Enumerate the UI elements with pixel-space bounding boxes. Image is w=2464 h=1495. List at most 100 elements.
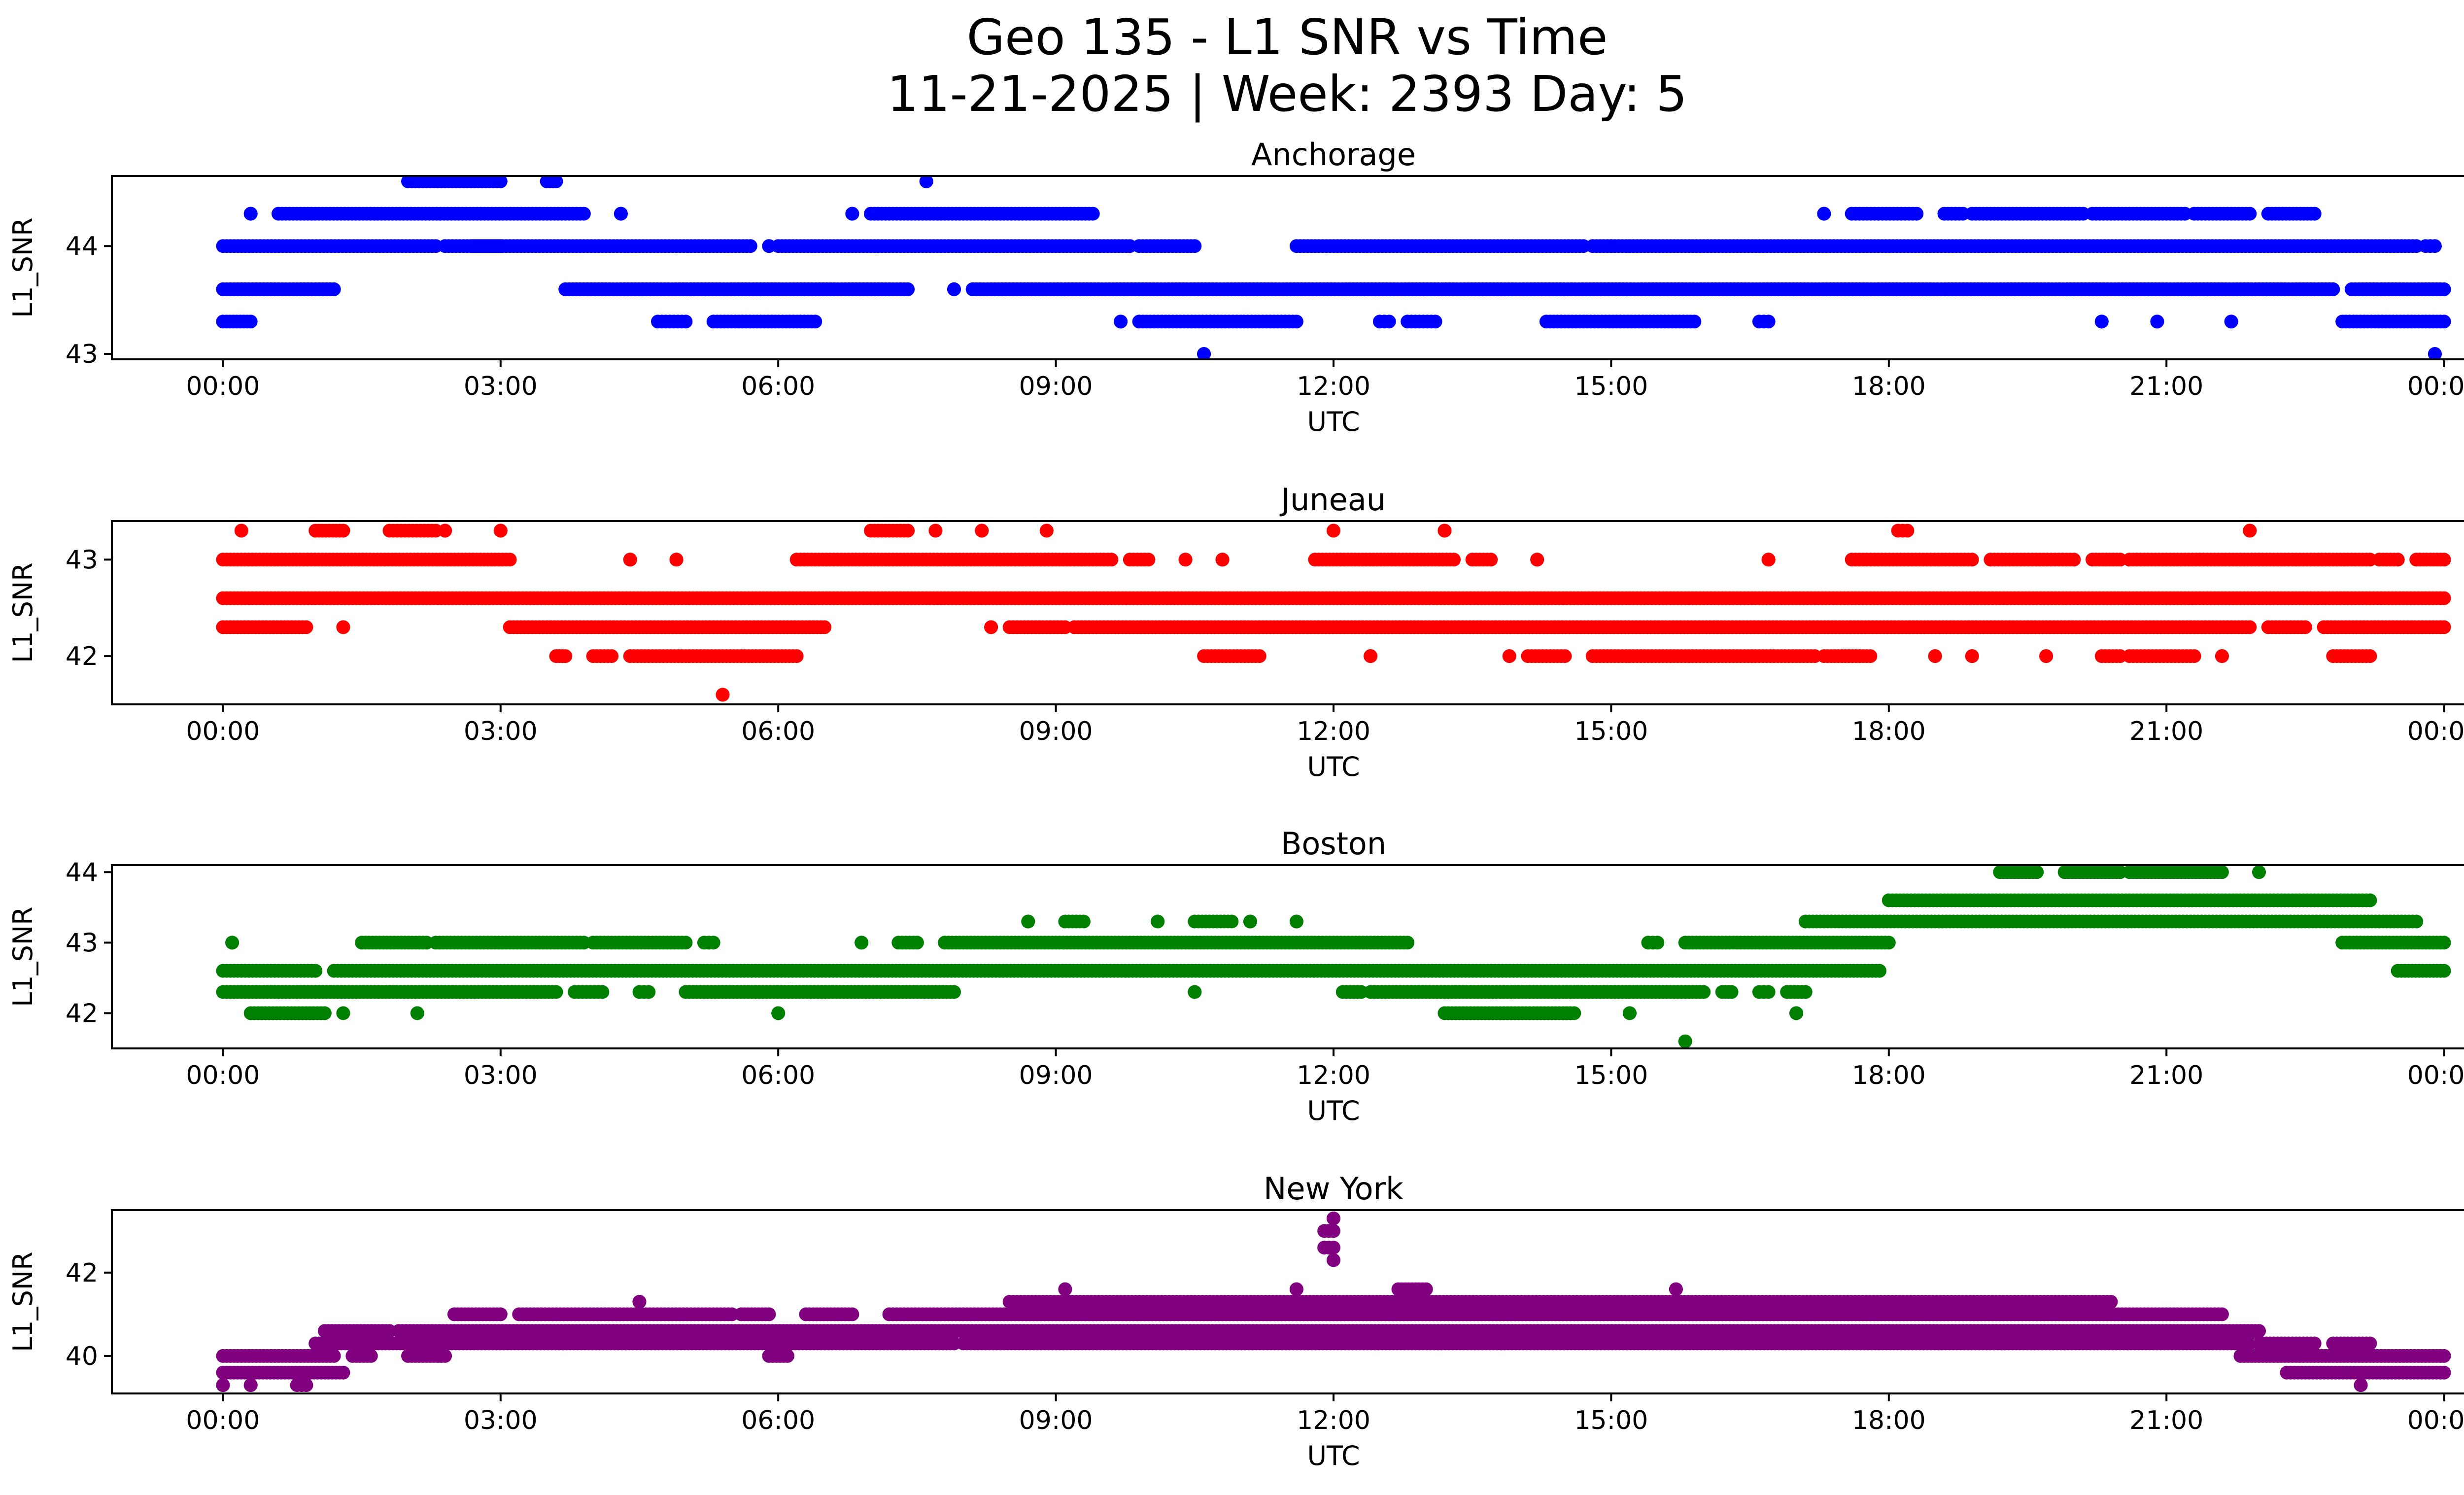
data-point	[2030, 865, 2044, 879]
data-point	[947, 985, 961, 999]
data-point	[818, 620, 832, 634]
data-point	[1900, 523, 1915, 538]
x-tick-label: 03:00	[464, 1061, 538, 1090]
data-point	[2307, 207, 2322, 221]
data-point	[2391, 553, 2405, 567]
data-point	[549, 985, 563, 999]
x-axis-label: UTC	[1307, 1095, 1360, 1126]
data-point	[1327, 523, 1340, 538]
x-tick-label: 21:00	[2129, 717, 2203, 746]
data-point	[928, 523, 943, 538]
data-point	[2215, 649, 2229, 663]
data-point	[2363, 649, 2377, 663]
data-point	[623, 553, 637, 567]
data-point	[503, 553, 517, 567]
data-point	[558, 649, 573, 663]
x-tick-label: 15:00	[1574, 372, 1648, 401]
data-point	[1817, 207, 1831, 221]
data-point	[1724, 985, 1739, 999]
x-tick-label: 00:00	[2407, 372, 2464, 401]
data-point	[947, 282, 961, 296]
data-point	[1327, 1241, 1340, 1255]
data-point	[901, 282, 915, 296]
y-axis-label: L1_SNR	[7, 562, 38, 663]
y-tick-label: 42	[66, 642, 98, 671]
x-tick-label: 09:00	[1019, 1061, 1093, 1090]
data-point	[1021, 914, 1035, 929]
data-point	[2437, 314, 2451, 329]
data-point	[234, 523, 248, 538]
data-point	[2094, 314, 2109, 329]
data-point	[1327, 1253, 1340, 1267]
data-point	[901, 523, 915, 538]
data-point	[243, 314, 258, 329]
data-point	[2363, 893, 2377, 907]
data-point	[2409, 914, 2424, 929]
data-point	[299, 620, 313, 634]
data-point	[2428, 239, 2442, 253]
data-point	[716, 688, 730, 702]
data-point	[1910, 207, 1924, 221]
data-point	[2437, 936, 2451, 950]
data-point	[438, 523, 452, 538]
data-point	[327, 282, 341, 296]
data-point	[1151, 914, 1165, 929]
data-point	[614, 207, 628, 221]
x-tick-label: 12:00	[1297, 717, 1370, 746]
data-point	[308, 964, 323, 978]
x-tick-label: 15:00	[1574, 1061, 1648, 1090]
data-point	[1225, 914, 1239, 929]
x-tick-label: 00:00	[186, 1061, 260, 1090]
scatter-series-anchorage	[216, 176, 2451, 359]
data-point	[1058, 1282, 1072, 1296]
y-tick-label: 43	[66, 340, 98, 369]
data-point	[1401, 936, 1415, 950]
data-point	[1289, 314, 1303, 329]
x-tick-label: 12:00	[1297, 372, 1370, 401]
data-point	[2437, 553, 2451, 567]
data-point	[1382, 314, 1396, 329]
data-point	[2252, 865, 2266, 879]
data-point	[1289, 1282, 1303, 1296]
data-point	[2437, 282, 2451, 296]
data-point	[910, 936, 924, 950]
data-point	[1484, 553, 1498, 567]
data-point	[595, 985, 610, 999]
data-point	[1502, 649, 1516, 663]
data-point	[1327, 1224, 1340, 1238]
x-axis-label: UTC	[1307, 406, 1360, 437]
data-point	[2298, 620, 2312, 634]
data-point	[2437, 964, 2451, 978]
data-point	[1789, 1006, 1803, 1020]
data-point	[1141, 553, 1156, 567]
subplot-title: Boston	[1281, 826, 1386, 862]
x-tick-label: 00:00	[186, 372, 260, 401]
data-point	[1215, 553, 1230, 567]
data-point	[1798, 985, 1813, 999]
y-tick-label: 42	[66, 999, 98, 1028]
data-point	[1650, 936, 1665, 950]
data-point	[317, 1006, 332, 1020]
data-point	[789, 649, 804, 663]
data-point	[2243, 523, 2257, 538]
data-point	[549, 176, 563, 188]
data-point	[1188, 239, 1202, 253]
data-point	[410, 1006, 424, 1020]
data-point	[2243, 207, 2257, 221]
data-point	[336, 523, 350, 538]
data-point	[1447, 553, 1461, 567]
data-point	[1327, 1211, 1340, 1225]
data-point	[1039, 523, 1054, 538]
data-point	[2187, 649, 2201, 663]
data-point	[1761, 985, 1776, 999]
data-point	[919, 176, 933, 188]
subplot-title: New York	[1264, 1171, 1403, 1207]
data-point	[1114, 314, 1128, 329]
y-axis-label: L1_SNR	[7, 217, 38, 318]
data-point	[605, 649, 619, 663]
